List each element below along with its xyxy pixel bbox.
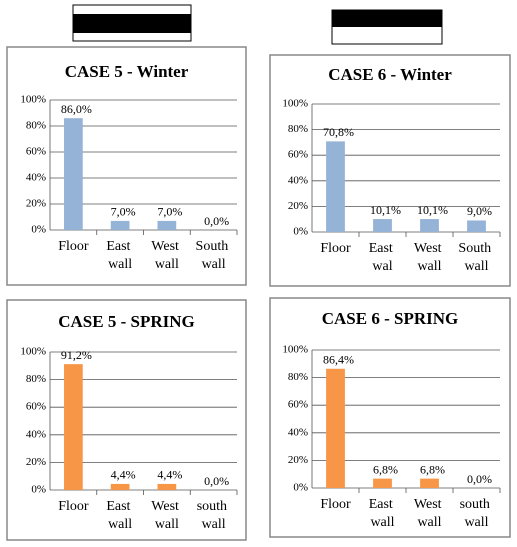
x-tick-label: West wall xyxy=(414,497,445,530)
bar xyxy=(373,478,392,488)
y-tick-label: 20% xyxy=(288,454,308,466)
chart-panel: CASE 5 - SPRING 0% 20% 40% 60% 80% 100% 91,2% Fl… xyxy=(6,299,247,541)
x-tick-label: West wall xyxy=(151,499,182,532)
y-tick-label: 40% xyxy=(26,172,46,184)
value-label: 6,8% xyxy=(373,462,398,476)
value-label: 91,2% xyxy=(61,348,92,362)
value-label: 0,0% xyxy=(204,214,229,228)
y-tick-label: 0% xyxy=(293,482,308,494)
value-label: 86,0% xyxy=(61,102,92,116)
y-tick-label: 100% xyxy=(20,94,46,106)
value-label: 4,4% xyxy=(111,468,136,482)
x-tick-label: south wall xyxy=(197,499,231,532)
legend-icon xyxy=(331,9,443,45)
panel-frame xyxy=(269,54,511,287)
x-tick-label: Floor xyxy=(320,497,351,512)
bar xyxy=(420,478,439,488)
panel-frame xyxy=(269,297,511,538)
x-tick-label: East wall xyxy=(106,499,134,532)
y-tick-label: 60% xyxy=(288,149,308,161)
chart-panel: CASE 5 - Winter 0% 20% 40% 60% 80% 100% 86,0% Fl… xyxy=(6,46,247,286)
bar xyxy=(467,220,486,232)
y-tick-label: 100% xyxy=(20,346,46,358)
value-label: 0,0% xyxy=(467,472,492,486)
value-label: 10,1% xyxy=(417,203,448,217)
bar xyxy=(64,364,83,490)
chart-panel: CASE 6 - SPRING 0% 20% 40% 60% 80% 100% 86,4% Fl… xyxy=(269,297,511,538)
y-tick-label: 60% xyxy=(26,146,46,158)
bar xyxy=(110,220,130,230)
value-label: 10,1% xyxy=(370,203,401,217)
x-tick-label: south wall xyxy=(460,497,494,530)
y-tick-label: 40% xyxy=(288,174,308,186)
chart-title: CASE 6 - Winter xyxy=(328,65,452,84)
y-tick-label: 80% xyxy=(26,373,46,385)
x-tick-label: East wal xyxy=(369,241,397,274)
bar xyxy=(326,368,345,488)
value-label: 7,0% xyxy=(111,205,136,219)
legend-icon xyxy=(72,4,192,42)
value-label: 70,8% xyxy=(323,125,354,139)
x-tick-label: East wall xyxy=(106,239,134,272)
y-tick-label: 100% xyxy=(282,98,308,110)
x-tick-label: South wall xyxy=(196,239,232,272)
y-tick-label: 60% xyxy=(288,399,308,411)
value-label: 7,0% xyxy=(157,205,182,219)
y-tick-label: 0% xyxy=(31,224,46,236)
y-tick-label: 0% xyxy=(293,226,308,238)
chart-title: CASE 5 - SPRING xyxy=(58,312,195,331)
x-tick-label: East wall xyxy=(369,497,397,530)
y-tick-label: 100% xyxy=(282,344,308,356)
x-tick-label: South wall xyxy=(458,241,494,274)
x-tick-label: West wall xyxy=(151,239,182,272)
x-tick-label: Floor xyxy=(58,499,89,514)
chart-panel: CASE 6 - Winter 0% 20% 40% 60% 80% 100% 70,8% Fl… xyxy=(269,54,511,287)
x-tick-label: Floor xyxy=(58,239,89,254)
chart-title: CASE 6 - SPRING xyxy=(322,309,459,328)
bar xyxy=(157,220,177,230)
y-tick-label: 80% xyxy=(288,123,308,135)
value-label: 9,0% xyxy=(467,204,492,218)
panel-frame xyxy=(6,299,247,541)
value-label: 86,4% xyxy=(323,353,354,367)
y-tick-label: 40% xyxy=(288,426,308,438)
y-tick-label: 20% xyxy=(26,198,46,210)
bar xyxy=(420,219,439,232)
y-tick-label: 0% xyxy=(31,484,46,496)
y-tick-label: 80% xyxy=(288,371,308,383)
chart-title: CASE 5 - Winter xyxy=(65,62,189,81)
bar xyxy=(110,483,130,490)
x-tick-label: Floor xyxy=(320,241,351,256)
y-tick-label: 40% xyxy=(26,428,46,440)
bar xyxy=(373,219,392,232)
value-label: 0,0% xyxy=(204,474,229,488)
bar xyxy=(326,141,345,232)
panel-frame xyxy=(6,46,247,286)
value-label: 4,4% xyxy=(157,468,182,482)
y-tick-label: 20% xyxy=(288,200,308,212)
y-tick-label: 80% xyxy=(26,120,46,132)
bar xyxy=(157,483,177,490)
bar xyxy=(64,118,83,230)
y-tick-label: 60% xyxy=(26,401,46,413)
x-tick-label: West wall xyxy=(414,241,445,274)
y-tick-label: 20% xyxy=(26,456,46,468)
value-label: 6,8% xyxy=(420,462,445,476)
